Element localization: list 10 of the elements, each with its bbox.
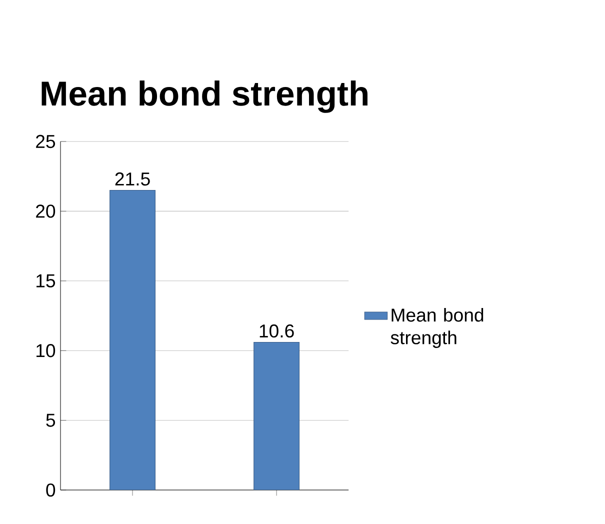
y-tick-label: 0	[46, 483, 56, 497]
chart-title: Mean bond strength	[42, 80, 368, 113]
y-tick-label: 25	[36, 134, 56, 148]
y-tick-label: 15	[36, 274, 56, 288]
data-label: 21.5	[115, 172, 150, 186]
y-tick-label: 20	[36, 204, 56, 218]
legend-label: Mean bond strength	[390, 308, 484, 348]
data-label: 10.6	[260, 324, 294, 338]
y-tick-label: 5	[46, 414, 56, 427]
y-tick-label: 10	[36, 344, 56, 358]
